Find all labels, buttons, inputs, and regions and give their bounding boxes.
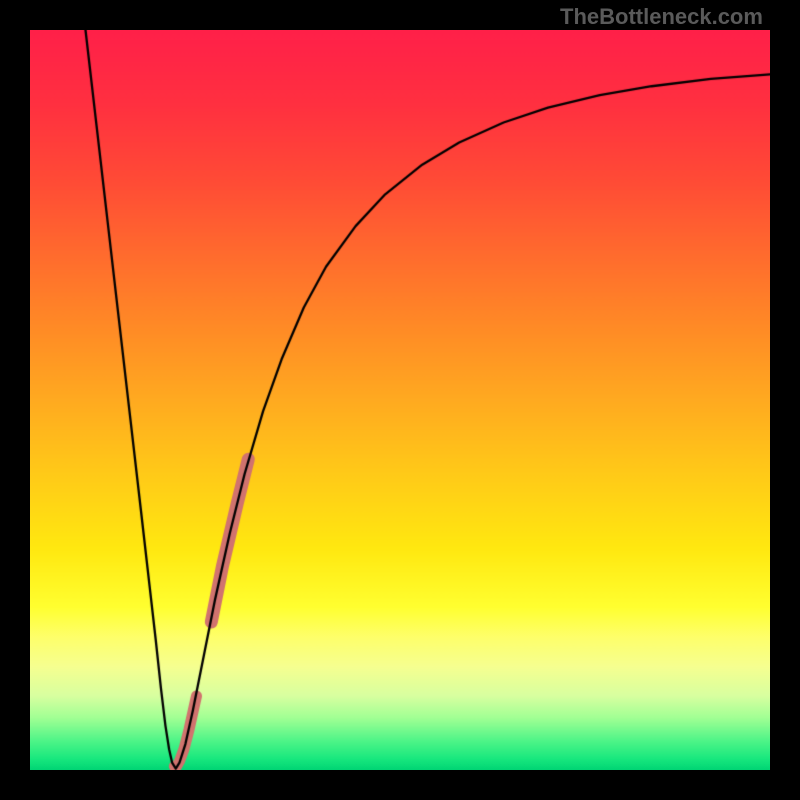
- watermark-text: TheBottleneck.com: [560, 4, 763, 30]
- bottleneck-curve-plot: [30, 30, 770, 770]
- chart-container: TheBottleneck.com: [0, 0, 800, 800]
